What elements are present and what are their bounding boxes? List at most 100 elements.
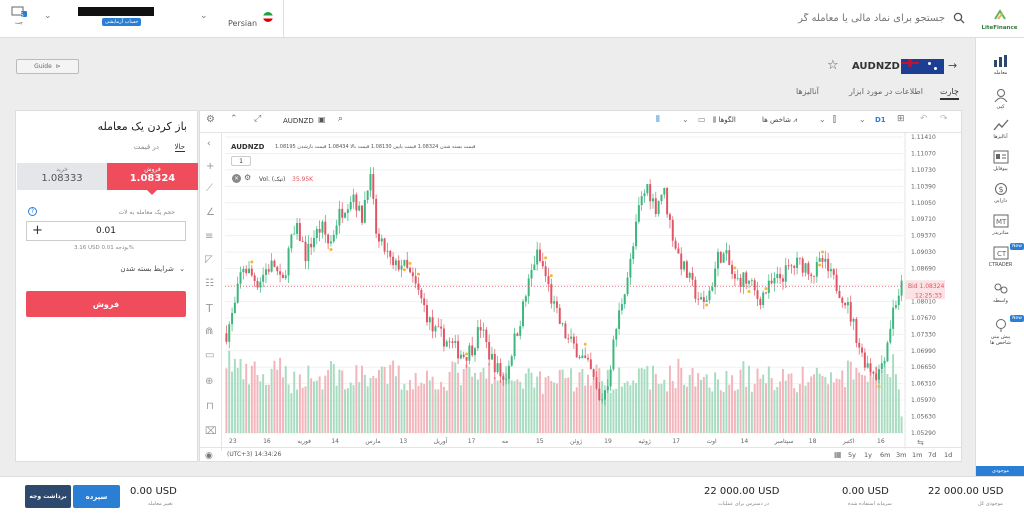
plus-icon[interactable]: + bbox=[32, 223, 43, 238]
logo[interactable]: LiteFinance bbox=[977, 6, 1022, 32]
volume-bar bbox=[536, 376, 539, 433]
sidebar-item-ctrader[interactable]: New CT CTRADER bbox=[976, 243, 1024, 268]
vol-close-icon[interactable]: × bbox=[232, 174, 241, 183]
toolbar-search-icon[interactable]: ⌕ bbox=[338, 114, 344, 124]
candle-body bbox=[767, 280, 770, 294]
partner-icon bbox=[994, 283, 1007, 294]
sidebar-item-finance[interactable]: $ دارایی bbox=[976, 182, 1024, 204]
sidebar-item-profile[interactable]: پیوفایل bbox=[976, 150, 1024, 172]
candle-icon[interactable]: ⫿ bbox=[833, 115, 836, 125]
sidebar-item-copy[interactable]: کپی bbox=[976, 88, 1024, 110]
chat-button[interactable]: 5 چت bbox=[8, 6, 30, 32]
buy-button[interactable]: خرید 1.08333 bbox=[17, 163, 107, 190]
sidebar-item-analytics[interactable]: آنالیزها bbox=[976, 118, 1024, 140]
layout-icon[interactable]: ▭ bbox=[698, 115, 706, 124]
chevron-down-icon[interactable]: ⌄ bbox=[819, 115, 826, 124]
crosshair-icon[interactable]: + bbox=[206, 161, 215, 172]
collapse-tools-icon[interactable]: ‹ bbox=[207, 139, 211, 149]
chevron-down-icon[interactable]: ⌄ bbox=[859, 115, 866, 124]
volume-bar bbox=[468, 366, 471, 433]
price-label-bg bbox=[905, 280, 945, 291]
sidebar-item-metatrader[interactable]: MT متاتریدر bbox=[976, 214, 1024, 236]
search-icon[interactable] bbox=[953, 12, 965, 24]
range-6m[interactable]: 6m bbox=[880, 451, 891, 459]
delete-icon[interactable]: ⌧ bbox=[205, 426, 217, 437]
guide-button[interactable]: Guide ⊳ bbox=[16, 59, 79, 74]
channel-icon[interactable]: ≡ bbox=[205, 231, 214, 242]
range-1y[interactable]: 1y bbox=[864, 451, 872, 459]
sell-button[interactable]: فروش 1.08324 bbox=[107, 163, 198, 190]
execute-sell-button[interactable]: فروش bbox=[26, 291, 186, 317]
volume-bar bbox=[344, 389, 347, 433]
deposit-button[interactable]: سپرده bbox=[73, 485, 120, 508]
tab-analytics[interactable]: آنالیزها bbox=[796, 87, 819, 96]
save-icon[interactable]: ▣ bbox=[318, 115, 326, 124]
text-tool-icon[interactable]: T bbox=[206, 302, 213, 315]
volume-bar bbox=[533, 387, 536, 433]
search-input[interactable] bbox=[700, 10, 945, 27]
add-chart-icon[interactable]: ⊞ bbox=[897, 114, 905, 124]
mode-tab-now[interactable]: حالا bbox=[174, 143, 185, 152]
range-1d[interactable]: 1d bbox=[944, 451, 953, 459]
toolbar-symbol[interactable]: AUDNZD bbox=[283, 117, 314, 125]
patterns-button[interactable]: ⫼ الگوها bbox=[713, 116, 736, 125]
trendline-icon[interactable]: ⟋ bbox=[206, 183, 213, 194]
candle-body bbox=[442, 328, 445, 347]
magnet-icon[interactable]: ⋒ bbox=[205, 326, 214, 337]
pane-button[interactable]: 1 bbox=[231, 156, 251, 166]
chart-type-icon[interactable]: ⫴ bbox=[656, 115, 660, 125]
settings-icon[interactable]: ⚙ bbox=[206, 114, 215, 125]
undo-icon[interactable]: ↶ bbox=[920, 114, 928, 124]
account-chevron-icon[interactable]: ⌄ bbox=[44, 11, 52, 21]
lock-icon[interactable]: ⊓ bbox=[206, 401, 214, 412]
volume-value[interactable]: 0.01 bbox=[95, 226, 117, 236]
back-arrow-icon[interactable]: → bbox=[948, 59, 958, 72]
withdraw-button[interactable]: برداشت وجه bbox=[25, 485, 71, 508]
x-tick-label: 18 bbox=[809, 438, 817, 445]
language-chevron-icon[interactable]: ⌄ bbox=[200, 11, 208, 21]
sidebar-item-trade[interactable]: معامله bbox=[976, 54, 1024, 76]
fullscreen-icon[interactable]: ⤢ bbox=[254, 114, 262, 124]
volume-bar bbox=[773, 390, 776, 433]
closing-conditions[interactable]: شرایط بسته شدن ⌄ bbox=[120, 265, 185, 273]
candle-body bbox=[440, 326, 443, 329]
volume-bar bbox=[394, 376, 397, 433]
zoom-icon[interactable]: ⊕ bbox=[205, 376, 214, 387]
volume-bar bbox=[739, 369, 742, 433]
range-7d[interactable]: 7d bbox=[928, 451, 937, 459]
sidebar-item-partner[interactable]: واسطه bbox=[976, 282, 1024, 304]
language-selector[interactable]: Persian bbox=[228, 11, 273, 28]
collapse-icon[interactable]: ⌃ bbox=[230, 114, 238, 124]
ruler-icon[interactable]: ▭ bbox=[205, 350, 215, 361]
volume-bar bbox=[493, 376, 496, 433]
range-5y[interactable]: 5y bbox=[848, 451, 856, 459]
favorite-star-icon[interactable]: ☆ bbox=[827, 58, 839, 73]
calendar-icon[interactable]: ▦ bbox=[834, 450, 842, 459]
tab-chart[interactable]: چارت bbox=[940, 87, 959, 100]
volume-bar bbox=[550, 380, 553, 433]
indicators-button[interactable]: شاخص ها ⩘ bbox=[762, 116, 797, 125]
chevron-down-icon[interactable]: ⌄ bbox=[682, 115, 689, 124]
sidebar-item-forecast[interactable]: New پیش بینی شاخص ها bbox=[976, 315, 1024, 346]
angle-icon[interactable]: ∠ bbox=[206, 207, 215, 218]
pattern-tool-icon[interactable]: ◸ bbox=[205, 254, 213, 265]
volume-bar bbox=[818, 373, 821, 433]
timezone-label[interactable]: (UTC+3) 14:34:26 bbox=[227, 451, 282, 458]
range-3m[interactable]: 3m bbox=[896, 451, 907, 459]
mode-tab-price[interactable]: در قیمت bbox=[133, 143, 159, 151]
help-icon[interactable]: ? bbox=[28, 207, 37, 216]
candle-body bbox=[725, 250, 728, 254]
withdraw-label: برداشت وجه bbox=[29, 493, 67, 500]
price-chart[interactable]: 1.11410 1.11070 1.10730 1.10390 1.10050 1.097… bbox=[223, 133, 961, 451]
vol-settings-icon[interactable]: ⚙ bbox=[244, 173, 252, 182]
timeframe-button[interactable]: D1 bbox=[875, 116, 886, 124]
tab-instrument-info[interactable]: اطلاعات در مورد ابزار bbox=[849, 87, 923, 96]
volume-bar bbox=[767, 366, 770, 433]
fibonacci-icon[interactable]: ☷ bbox=[205, 278, 214, 289]
redo-icon[interactable]: ↷ bbox=[940, 114, 948, 124]
range-1m[interactable]: 1m bbox=[912, 451, 923, 459]
volume-stepper[interactable]: + 0.01 bbox=[26, 221, 186, 241]
user-account[interactable]: حساب آزمایشی bbox=[60, 7, 185, 31]
support-tab[interactable]: موجودی bbox=[976, 466, 1024, 476]
visibility-icon[interactable]: ◉ bbox=[205, 451, 213, 461]
